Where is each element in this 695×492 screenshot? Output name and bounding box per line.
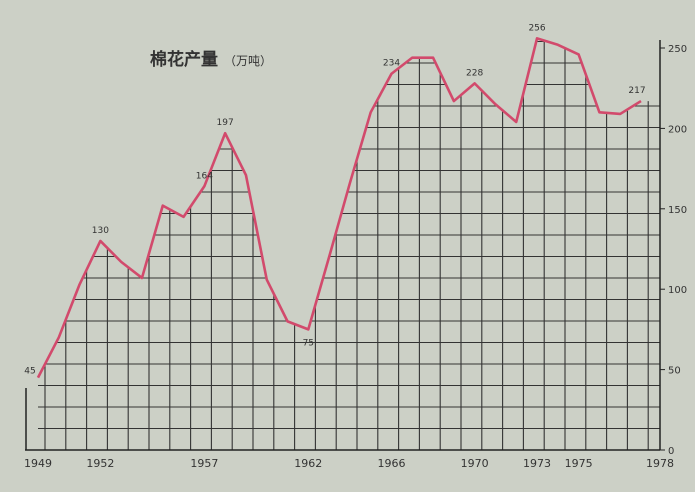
chart-title: 棉花产量 （万吨） <box>150 45 272 70</box>
title-text: 棉花产量 <box>150 50 218 70</box>
unit-label: （万吨） <box>224 54 273 68</box>
data-label-1966: 234 <box>383 59 400 69</box>
data-label-1970: 228 <box>466 68 483 78</box>
data-label-1949: 45 <box>24 367 35 377</box>
x-tick-label: 1952 <box>86 457 114 470</box>
y-tick-label: 250 <box>668 44 687 55</box>
y-tick-label: 50 <box>668 366 681 377</box>
x-tick-label: 1957 <box>190 457 218 470</box>
data-label-1952: 130 <box>92 226 109 236</box>
y-tick-label: 0 <box>668 446 674 457</box>
x-tick-label: 1973 <box>523 457 551 470</box>
data-label-1958: 197 <box>217 118 234 128</box>
x-tick-label: 1966 <box>377 457 405 470</box>
x-tick-label: 1949 <box>24 457 52 470</box>
data-label-1962: 75 <box>303 338 314 348</box>
y-tick-label: 150 <box>668 205 687 216</box>
x-tick-label: 1970 <box>461 457 489 470</box>
x-tick-label: 1978 <box>646 457 674 470</box>
x-tick-label: 1962 <box>294 457 322 470</box>
grid <box>38 38 660 451</box>
data-label-1978: 217 <box>628 86 645 96</box>
data-label-1957: 164 <box>196 171 213 181</box>
y-tick-label: 100 <box>668 285 687 296</box>
data-label-1973: 256 <box>528 23 545 33</box>
x-tick-label: 1975 <box>565 457 593 470</box>
y-tick-label: 200 <box>668 124 687 135</box>
data-line <box>36 37 642 379</box>
